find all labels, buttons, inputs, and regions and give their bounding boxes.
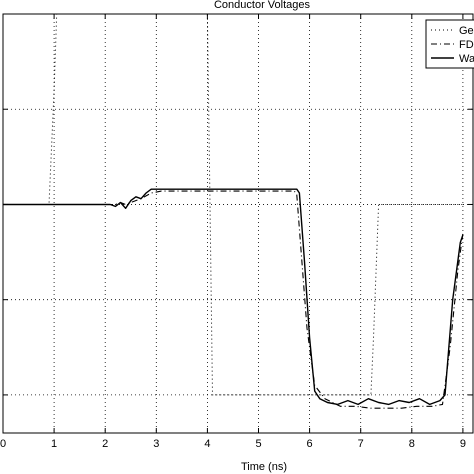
x-axis-label: Time (ns) (241, 461, 287, 473)
x-tick-label: 7 (358, 438, 364, 450)
x-tick-label: 3 (153, 438, 159, 450)
axis-ticks: 0 1 2 3 4 5 6 7 8 9 (0, 14, 473, 450)
x-tick-label: 2 (102, 438, 108, 450)
x-tick-label: 9 (460, 438, 466, 450)
plot-frame (2, 13, 474, 434)
legend: Ge FD Wa (425, 19, 474, 69)
series-line-wa (3, 188, 464, 406)
x-tick-label: 4 (204, 438, 210, 450)
legend-label-wa: Wa (459, 53, 474, 65)
x-tick-label: 1 (51, 438, 57, 450)
x-tick-label: 5 (255, 438, 261, 450)
x-tick-label: 8 (409, 438, 415, 450)
grid (3, 14, 473, 433)
x-tick-label: 0 (0, 438, 6, 450)
series-group (3, 13, 464, 409)
chart-title: Conductor Voltages (214, 0, 311, 11)
x-tick-label: 6 (307, 438, 313, 450)
legend-label-fd: FD (459, 39, 474, 51)
legend-label-ge: Ge (459, 25, 474, 37)
